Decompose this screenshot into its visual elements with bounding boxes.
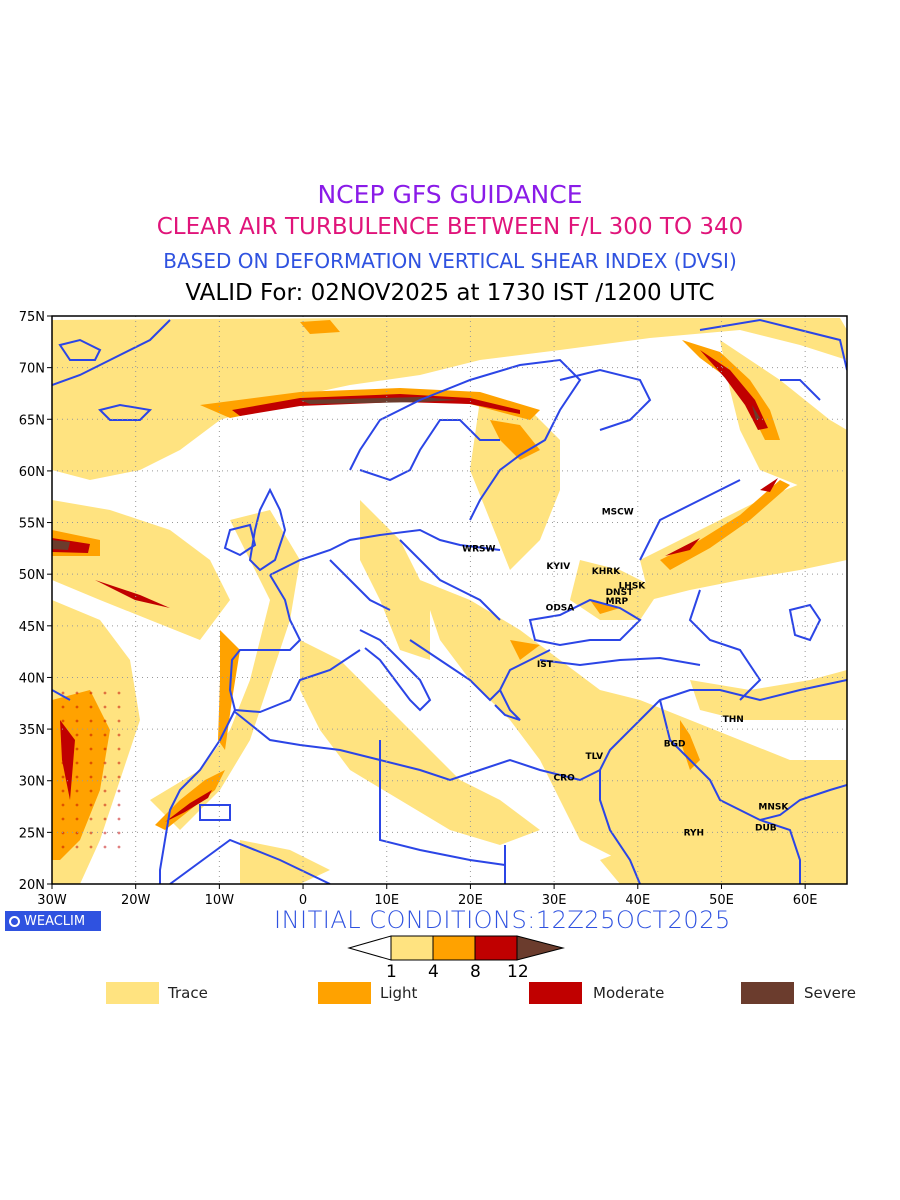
city-label: IST <box>537 660 554 670</box>
city-label: BGD <box>664 740 686 750</box>
city-label: ODSA <box>546 603 575 613</box>
plot-frame <box>51 315 848 885</box>
colorbar-under-arrow <box>347 935 392 961</box>
legend-severe-swatch <box>741 982 794 1004</box>
colorbar-tick-4: 4 <box>428 962 439 982</box>
legend-trace-swatch <box>106 982 159 1004</box>
lon-tick-label: 10W <box>205 893 235 908</box>
lon-tick-label: 40E <box>625 893 650 908</box>
colorbar-tick-8: 8 <box>470 962 481 982</box>
legend-light-swatch <box>318 982 371 1004</box>
valid-time-title: VALID For: 02NOV2025 at 1730 IST /1200 U… <box>185 280 715 306</box>
lon-tick-label: 20E <box>458 893 483 908</box>
city-label: THN <box>723 715 744 725</box>
city-label: DNST <box>606 588 634 598</box>
lat-tick-label: 75N <box>19 310 45 325</box>
lat-tick-label: 35N <box>19 723 45 738</box>
lon-tick-label: 60E <box>793 893 818 908</box>
title-line-1: NCEP GFS GUIDANCE <box>317 180 583 209</box>
city-label: KHRK <box>592 567 621 577</box>
colorbar-tick-12: 12 <box>507 962 529 982</box>
lat-tick-label: 45N <box>19 620 45 635</box>
legend-light-label: Light <box>380 984 418 1002</box>
colorbar-light <box>432 935 476 961</box>
city-label: WRSW <box>462 544 495 554</box>
colorbar-moderate <box>474 935 518 961</box>
lon-tick-label: 20W <box>121 893 151 908</box>
lon-tick-label: 10E <box>374 893 399 908</box>
city-label: MSCW <box>602 507 634 517</box>
lat-tick-label: 25N <box>19 826 45 841</box>
colorbar-trace <box>390 935 434 961</box>
legend-trace-label: Trace <box>168 984 208 1002</box>
legend-moderate-swatch <box>529 982 582 1004</box>
city-label: RYH <box>684 828 705 838</box>
city-label: DUB <box>755 823 777 833</box>
colorbar-tick-1: 1 <box>386 962 397 982</box>
lat-tick-label: 20N <box>19 878 45 893</box>
lon-tick-label: 30W <box>37 893 67 908</box>
lat-tick-label: 65N <box>19 413 45 428</box>
lon-tick-label: 50E <box>709 893 734 908</box>
title-line-3: BASED ON DEFORMATION VERTICAL SHEAR INDE… <box>163 249 737 273</box>
logo-circle-icon <box>9 915 20 927</box>
city-label: TLV <box>585 752 603 762</box>
lat-tick-label: 40N <box>19 671 45 686</box>
lat-tick-label: 50N <box>19 568 45 583</box>
logo-text: WEACLIM <box>24 913 86 929</box>
lon-tick-label: 0 <box>299 893 307 908</box>
legend-moderate-label: Moderate <box>593 984 665 1002</box>
turbulence-shading <box>52 318 847 884</box>
lat-tick-label: 55N <box>19 517 45 532</box>
legend-severe-label: Severe <box>804 984 856 1002</box>
coastlines-and-borders <box>52 318 847 884</box>
city-label: KYIV <box>546 562 570 572</box>
city-label: MNSK <box>758 803 789 813</box>
city-label: MRP <box>606 597 629 607</box>
colorbar <box>347 935 565 961</box>
lat-tick-label: 30N <box>19 775 45 790</box>
lat-tick-label: 60N <box>19 465 45 480</box>
lon-tick-label: 30E <box>542 893 567 908</box>
colorbar-severe-arrow <box>516 935 565 961</box>
lat-tick-label: 70N <box>19 362 45 377</box>
title-line-2: CLEAR AIR TURBULENCE BETWEEN F/L 300 TO … <box>156 214 744 240</box>
initial-conditions: INITIAL CONDITIONS:12Z25OCT2025 <box>274 906 731 934</box>
weaclim-logo: WEACLIM <box>5 911 101 931</box>
city-label: CRO <box>554 774 576 784</box>
city-label: LHSK <box>619 582 647 592</box>
